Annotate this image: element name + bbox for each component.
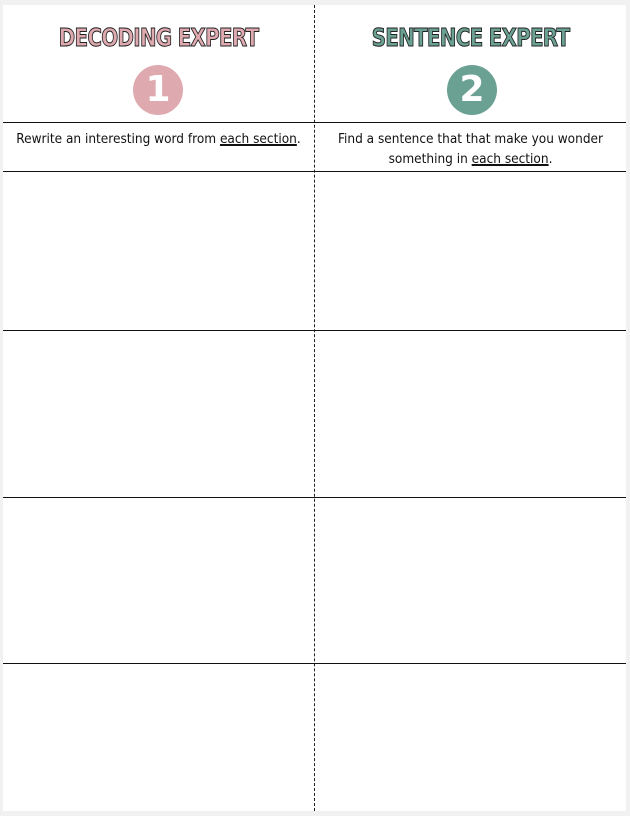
- row-divider: [3, 122, 626, 123]
- answer-cell-decoding-4[interactable]: [3, 665, 314, 811]
- answer-cell-decoding-3[interactable]: [3, 499, 314, 663]
- answer-cell-sentence-3[interactable]: [315, 499, 626, 663]
- decoding-expert-title: DECODING EXPERT: [58, 23, 259, 53]
- answer-cell-sentence-1[interactable]: [315, 173, 626, 330]
- column-divider: [314, 5, 315, 811]
- decoding-instruction: Rewrite an interesting word from each se…: [16, 131, 301, 147]
- answer-cell-sentence-4[interactable]: [315, 665, 626, 811]
- number-badge-1: 1: [133, 65, 183, 115]
- sentence-instruction: Find a sentence that that make you wonde…: [338, 131, 603, 167]
- row-divider: [3, 497, 626, 498]
- sentence-expert-title: SENTENCE EXPERT: [371, 23, 570, 53]
- number-badge-2: 2: [447, 65, 497, 115]
- worksheet-page: DECODING EXPERT 1 Rewrite an interesting…: [3, 5, 626, 811]
- row-divider: [3, 171, 626, 172]
- answer-cell-sentence-2[interactable]: [315, 332, 626, 497]
- answer-cell-decoding-1[interactable]: [3, 173, 314, 330]
- row-divider: [3, 330, 626, 331]
- answer-cell-decoding-2[interactable]: [3, 332, 314, 497]
- row-divider: [3, 663, 626, 664]
